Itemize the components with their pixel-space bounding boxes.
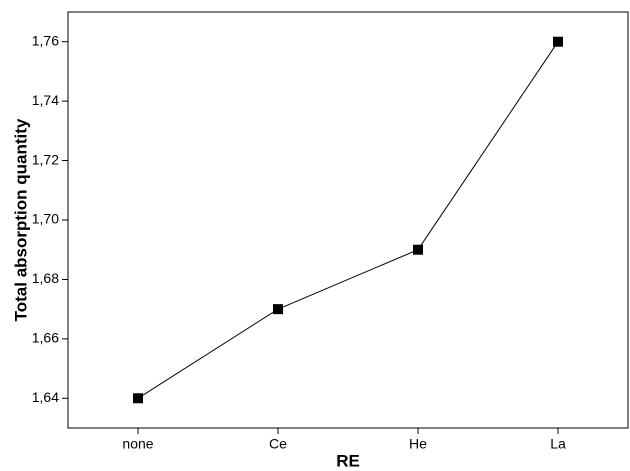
plot-frame: [67, 11, 629, 429]
x-tick-label: He: [409, 436, 427, 452]
line: [137, 41, 559, 399]
y-tick-label: 1,64: [32, 389, 59, 405]
y-tick-label: 1,76: [32, 32, 59, 48]
y-tick-label: 1,74: [32, 92, 59, 108]
y-tick-label: 1,68: [32, 270, 59, 286]
y-tick-label: 1,66: [32, 330, 59, 346]
marker: [133, 393, 143, 404]
y-tick-label: 1,72: [32, 151, 59, 167]
x-tick-label: Ce: [269, 436, 287, 452]
marker: [413, 244, 423, 255]
marker: [273, 304, 283, 315]
y-axis-title: Total absorption quantity: [11, 118, 30, 321]
x-tick-label: none: [122, 436, 153, 452]
marker: [553, 36, 563, 47]
y-tick-label: 1,70: [32, 211, 59, 227]
x-tick-label: La: [550, 436, 566, 452]
x-axis-title: RE: [336, 451, 360, 470]
